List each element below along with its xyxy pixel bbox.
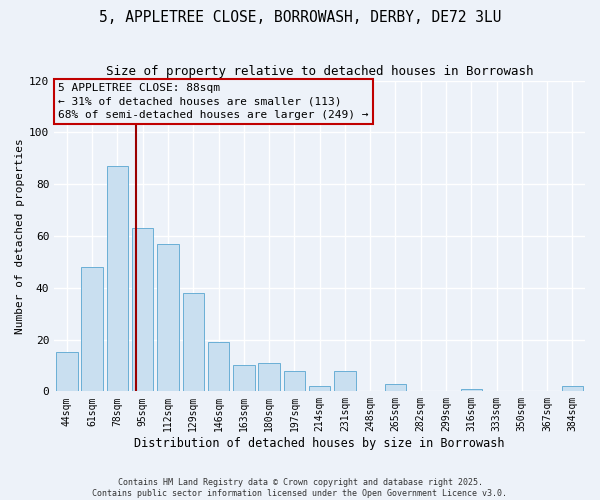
Bar: [385, 384, 406, 392]
Bar: [284, 370, 305, 392]
Bar: [233, 366, 254, 392]
Text: 5, APPLETREE CLOSE, BORROWASH, DERBY, DE72 3LU: 5, APPLETREE CLOSE, BORROWASH, DERBY, DE…: [99, 10, 501, 25]
Title: Size of property relative to detached houses in Borrowash: Size of property relative to detached ho…: [106, 65, 533, 78]
X-axis label: Distribution of detached houses by size in Borrowash: Distribution of detached houses by size …: [134, 437, 505, 450]
Y-axis label: Number of detached properties: Number of detached properties: [15, 138, 25, 334]
Bar: [132, 228, 154, 392]
Text: Contains HM Land Registry data © Crown copyright and database right 2025.
Contai: Contains HM Land Registry data © Crown c…: [92, 478, 508, 498]
Bar: [182, 293, 204, 392]
Bar: [259, 363, 280, 392]
Bar: [208, 342, 229, 392]
Bar: [56, 352, 77, 392]
Bar: [562, 386, 583, 392]
Bar: [334, 370, 356, 392]
Bar: [107, 166, 128, 392]
Bar: [157, 244, 179, 392]
Bar: [461, 388, 482, 392]
Bar: [82, 267, 103, 392]
Text: 5 APPLETREE CLOSE: 88sqm
← 31% of detached houses are smaller (113)
68% of semi-: 5 APPLETREE CLOSE: 88sqm ← 31% of detach…: [58, 83, 368, 120]
Bar: [309, 386, 331, 392]
